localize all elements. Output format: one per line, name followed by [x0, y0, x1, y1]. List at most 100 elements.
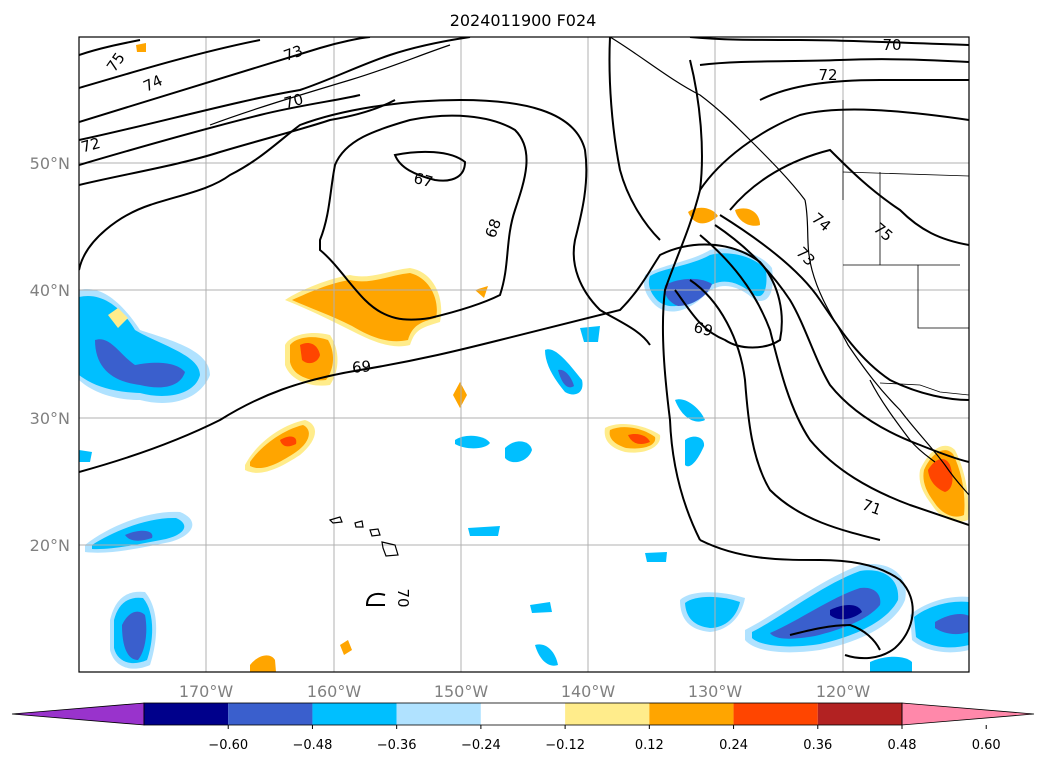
colorbar-tick-label: −0.12 — [545, 738, 585, 753]
baja-peninsula-coast — [869, 379, 936, 463]
negative-anomaly-region — [468, 526, 500, 536]
negative-anomaly-region — [558, 369, 574, 388]
longitude-labels: 170°W 160°W 150°W 140°W 130°W 120°W — [179, 682, 871, 701]
contour-line — [79, 39, 141, 56]
map-frame — [78, 36, 970, 673]
positive-anomaly-region — [340, 640, 352, 655]
positive-anomaly-region — [136, 43, 146, 52]
lon-label: 160°W — [307, 682, 362, 701]
negative-anomaly-region — [530, 602, 552, 613]
hawaii-island — [328, 516, 399, 557]
colorbar — [11, 702, 1035, 726]
colorbar-swatch — [144, 703, 229, 725]
positive-anomaly-region — [300, 343, 320, 364]
contour-label: 67 — [412, 169, 435, 191]
contour-line — [608, 37, 661, 241]
colorbar-tick-labels: −0.60 −0.48 −0.36 −0.24 −0.12 0.12 0.24 0.36 0.4… — [208, 725, 1001, 753]
contour-line — [699, 539, 914, 660]
contour-label: 75 — [870, 219, 896, 245]
contour-label: 73 — [792, 243, 818, 269]
colorbar-tick-label: −0.24 — [461, 738, 501, 753]
positive-anomaly-region — [688, 207, 718, 224]
negative-anomaly-region — [79, 450, 92, 462]
colorbar-tick-label: 0.60 — [972, 738, 1001, 753]
negative-anomaly-region — [685, 436, 705, 467]
negative-anomaly-region — [455, 435, 490, 449]
positive-anomaly-region — [280, 436, 297, 447]
contour-line — [689, 37, 969, 46]
colorbar-tick-label: −0.60 — [208, 738, 248, 753]
contour-line — [365, 592, 386, 606]
contour-line — [729, 148, 969, 246]
colorbar-tick-label: 0.24 — [719, 738, 748, 753]
negative-anomaly-region — [125, 530, 153, 541]
colorbar-tick-label: −0.36 — [377, 738, 417, 753]
us-canada-border — [842, 171, 969, 177]
colorbar-extend-max — [901, 702, 1035, 726]
contour-line — [661, 59, 703, 541]
positive-anomaly-region — [628, 433, 650, 444]
contour-line — [699, 108, 969, 191]
positive-anomaly-region — [108, 308, 128, 328]
colorbar-swatch — [228, 703, 313, 725]
north-america-coast — [804, 199, 969, 496]
contour-label: 72 — [818, 66, 837, 84]
contour-label: 74 — [140, 71, 165, 95]
lon-label: 150°W — [434, 682, 489, 701]
negative-anomaly-region — [935, 614, 969, 635]
contour-line — [699, 234, 969, 526]
state-borders — [842, 100, 969, 329]
colorbar-tick-label: 0.48 — [888, 738, 917, 753]
contour-line — [719, 214, 969, 401]
contour-label: 70 — [282, 90, 305, 112]
negative-anomaly-region — [95, 339, 185, 388]
graticule — [79, 37, 969, 672]
negative-anomaly-region — [648, 253, 767, 307]
lon-label: 140°W — [561, 682, 616, 701]
colorbar-tick-label: 0.12 — [635, 738, 664, 753]
colorbar-swatch — [565, 703, 650, 725]
map-title: 2024011900 F024 — [450, 11, 597, 30]
negative-anomaly-region — [664, 278, 712, 306]
colorbar-swatch — [649, 703, 734, 725]
lat-label: 30°N — [30, 409, 70, 428]
contour-label: 69 — [692, 318, 715, 340]
contour-label: 74 — [808, 209, 834, 235]
contour-line — [79, 99, 396, 186]
lon-label: 170°W — [179, 682, 234, 701]
lat-label: 40°N — [30, 281, 70, 300]
negative-anomaly-region — [580, 326, 600, 342]
contour-labels: 75 74 73 70 72 67 68 69 69 72 70 74 75 7… — [79, 36, 901, 608]
contour-line — [79, 39, 261, 89]
colorbar-tick-label: −0.48 — [293, 738, 333, 753]
contour-label: 73 — [281, 42, 305, 65]
contour-label: 69 — [351, 357, 372, 377]
positive-anomaly-region — [250, 655, 276, 672]
colorbar-swatch — [396, 703, 481, 725]
positive-anomaly-region — [475, 286, 488, 298]
contour-line — [79, 243, 783, 473]
lon-label: 120°W — [816, 682, 871, 701]
contour-line — [79, 98, 651, 346]
colorbar-swatch — [733, 703, 818, 725]
contour-line — [789, 623, 881, 651]
contour-label: 71 — [860, 496, 884, 519]
lat-label: 20°N — [30, 536, 70, 555]
colorbar-swatch — [817, 703, 902, 725]
negative-anomaly-region — [645, 552, 667, 562]
negative-anomaly-region — [770, 587, 881, 639]
colorbar-extend-min — [11, 702, 145, 726]
negative-anomaly-region — [505, 441, 532, 463]
contour-label: 70 — [882, 36, 901, 54]
contour-label: 72 — [79, 134, 102, 156]
height-contours — [79, 37, 969, 660]
negative-anomaly-region — [675, 399, 705, 422]
shaded-anomalies — [79, 43, 969, 672]
contour-line — [393, 150, 467, 182]
contour-label: 75 — [103, 49, 129, 75]
negative-anomaly-region — [122, 611, 147, 660]
contour-line — [79, 37, 471, 141]
latitude-labels: 50°N 40°N 30°N 20°N — [30, 154, 70, 555]
negative-anomaly-region — [685, 596, 740, 628]
contour-line — [699, 58, 969, 66]
